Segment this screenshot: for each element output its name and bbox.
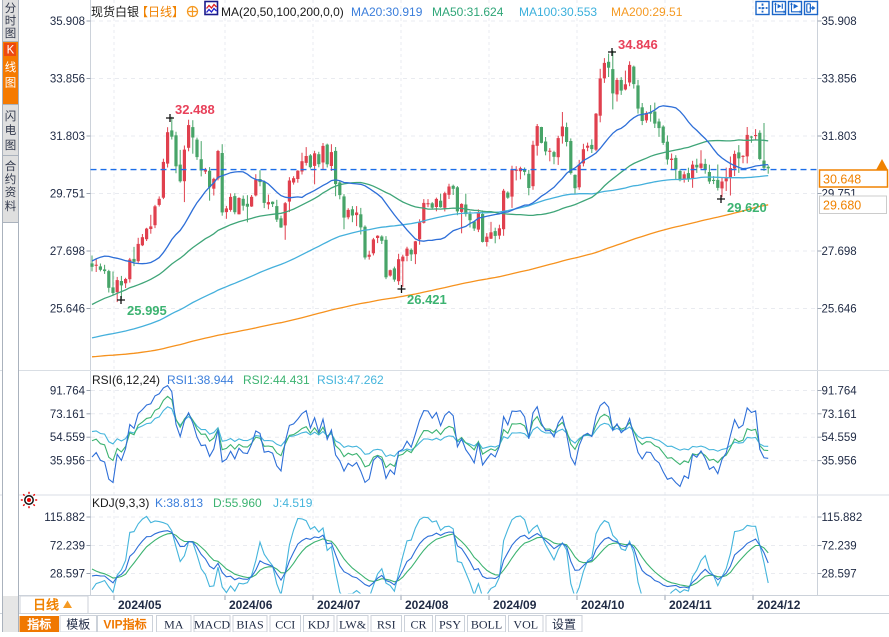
svg-text:时: 时 <box>5 15 17 28</box>
svg-text:BIAS: BIAS <box>236 618 263 632</box>
svg-text:2024/07: 2024/07 <box>317 598 361 612</box>
svg-text:MA200:29.51: MA200:29.51 <box>611 5 683 19</box>
svg-text:现货白银: 现货白银 <box>91 4 139 19</box>
svg-text:MA20:30.919: MA20:30.919 <box>351 5 423 19</box>
svg-text:2024/06: 2024/06 <box>229 598 273 612</box>
svg-text:31.803: 31.803 <box>50 131 85 143</box>
svg-text:MA: MA <box>164 618 184 632</box>
svg-text:MA50:31.624: MA50:31.624 <box>432 5 504 19</box>
svg-text:PSY: PSY <box>439 618 461 632</box>
svg-text:35.956: 35.956 <box>50 456 85 468</box>
svg-text:30.648: 30.648 <box>823 173 861 187</box>
svg-text:LW&: LW& <box>339 618 367 632</box>
svg-text:合: 合 <box>5 159 17 173</box>
svg-text:MACD: MACD <box>194 618 230 632</box>
svg-text:指标: 指标 <box>27 617 51 632</box>
svg-text:25.646: 25.646 <box>822 304 857 316</box>
svg-text:2024/12: 2024/12 <box>757 598 801 612</box>
svg-text:模板: 模板 <box>66 618 90 632</box>
svg-text:2024/11: 2024/11 <box>669 598 712 612</box>
svg-text:25.995: 25.995 <box>127 303 167 318</box>
svg-text:RSI: RSI <box>377 618 396 632</box>
svg-text:28.597: 28.597 <box>50 569 85 581</box>
svg-text:29.680: 29.680 <box>823 199 861 213</box>
svg-text:图: 图 <box>5 77 17 90</box>
svg-text:线: 线 <box>5 60 17 74</box>
svg-text:72.239: 72.239 <box>50 541 85 553</box>
svg-text:33.856: 33.856 <box>822 74 857 86</box>
svg-text:2024/10: 2024/10 <box>581 598 625 612</box>
svg-text:35.908: 35.908 <box>50 16 85 28</box>
svg-text:图: 图 <box>5 139 17 152</box>
svg-text:图: 图 <box>5 27 17 40</box>
svg-text:91.764: 91.764 <box>822 386 858 398</box>
svg-text:29.751: 29.751 <box>50 189 85 201</box>
svg-text:RSI3:47.262: RSI3:47.262 <box>317 373 384 387</box>
svg-text:分: 分 <box>5 2 17 15</box>
svg-text:资: 资 <box>5 186 17 199</box>
svg-text:34.846: 34.846 <box>618 37 658 52</box>
svg-text:闪: 闪 <box>5 109 17 123</box>
svg-text:CCI: CCI <box>275 618 295 632</box>
svg-text:73.161: 73.161 <box>822 409 857 421</box>
svg-text:29.620: 29.620 <box>727 200 767 215</box>
svg-text:RSI1:38.944: RSI1:38.944 <box>167 373 234 387</box>
svg-text:35.908: 35.908 <box>822 16 857 28</box>
svg-text:CR: CR <box>410 618 426 632</box>
svg-text:54.559: 54.559 <box>822 432 857 444</box>
svg-text:2024/09: 2024/09 <box>493 598 537 612</box>
svg-text:115.882: 115.882 <box>822 512 863 524</box>
svg-text:约: 约 <box>5 172 17 186</box>
svg-text:54.559: 54.559 <box>50 432 85 444</box>
svg-text:K: K <box>7 45 15 57</box>
svg-text:72.239: 72.239 <box>822 541 857 553</box>
svg-text:31.803: 31.803 <box>822 131 857 143</box>
svg-text:BOLL: BOLL <box>471 618 502 632</box>
svg-text:J:4.519: J:4.519 <box>273 496 313 510</box>
svg-text:28.597: 28.597 <box>822 569 857 581</box>
svg-text:VOL: VOL <box>513 618 538 632</box>
svg-text:26.421: 26.421 <box>407 292 447 307</box>
svg-text:27.698: 27.698 <box>822 246 857 258</box>
svg-text:【日线】: 【日线】 <box>136 5 184 19</box>
svg-text:MA(20,50,100,200,0,0): MA(20,50,100,200,0,0) <box>221 5 344 19</box>
svg-text:35.956: 35.956 <box>822 456 857 468</box>
svg-text:VIP指标: VIP指标 <box>103 617 146 632</box>
svg-text:料: 料 <box>5 199 17 213</box>
svg-text:KDJ(9,3,3): KDJ(9,3,3) <box>92 496 149 510</box>
svg-text:K:38.813: K:38.813 <box>155 496 203 510</box>
svg-text:25.646: 25.646 <box>50 304 85 316</box>
svg-text:115.882: 115.882 <box>44 512 85 524</box>
svg-text:D:55.960: D:55.960 <box>213 496 262 510</box>
svg-text:RSI2:44.431: RSI2:44.431 <box>243 373 310 387</box>
svg-text:33.856: 33.856 <box>50 74 85 86</box>
svg-text:电: 电 <box>5 124 17 137</box>
svg-text:RSI(6,12,24): RSI(6,12,24) <box>92 373 160 387</box>
svg-text:MA100:30.553: MA100:30.553 <box>519 5 597 19</box>
svg-text:27.698: 27.698 <box>50 246 85 258</box>
svg-text:设置: 设置 <box>552 618 576 632</box>
svg-text:日线: 日线 <box>33 598 59 613</box>
svg-text:73.161: 73.161 <box>50 409 85 421</box>
svg-text:2024/08: 2024/08 <box>405 598 449 612</box>
svg-text:32.488: 32.488 <box>175 102 215 117</box>
svg-text:91.764: 91.764 <box>50 386 86 398</box>
svg-text:2024/05: 2024/05 <box>118 598 162 612</box>
svg-text:KDJ: KDJ <box>308 618 330 632</box>
